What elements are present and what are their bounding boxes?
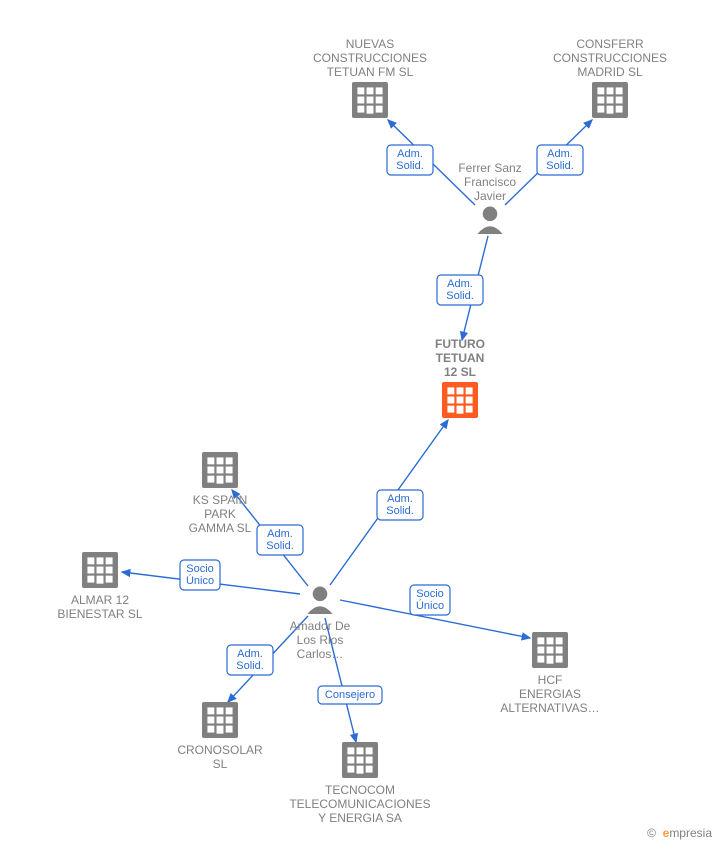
- node-label: ALMAR 12: [71, 593, 129, 607]
- node-label: TETUAN FM SL: [327, 65, 414, 79]
- node-label: TETUAN: [436, 351, 485, 365]
- edge-label-text: Solid.: [546, 160, 574, 172]
- node-almar: ALMAR 12BIENESTAR SL: [57, 552, 142, 621]
- edge-label-text: Adm.: [267, 528, 293, 540]
- edge-label-text: Adm.: [547, 148, 573, 160]
- node-label: 12 SL: [444, 365, 476, 379]
- node-ksspain: KS SPAINPARKGAMMA SL: [189, 452, 252, 535]
- edge-label-text: Socio: [416, 588, 444, 600]
- edge-label-text: Adm.: [447, 278, 473, 290]
- node-futuro: FUTUROTETUAN12 SL: [435, 337, 485, 418]
- node-label: KS SPAIN: [193, 493, 247, 507]
- edge-label-text: Socio: [186, 563, 214, 575]
- node-label: Carlos…: [297, 647, 344, 661]
- node-label: CONSTRUCCIONES: [313, 51, 427, 65]
- node-label: Los Rios: [297, 633, 344, 647]
- node-label: FUTURO: [435, 337, 485, 351]
- node-consferr: CONSFERRCONSTRUCCIONESMADRID SL: [553, 37, 667, 118]
- node-tecnocom: TECNOCOMTELECOMUNICACIONESY ENERGIA SA: [289, 742, 430, 825]
- node-label: Ferrer Sanz: [458, 161, 521, 175]
- node-label: ALTERNATIVAS…: [500, 701, 599, 715]
- diagram-stage: { "canvas": { "width": 728, "height": 85…: [0, 0, 728, 850]
- node-label: BIENESTAR SL: [57, 607, 142, 621]
- copyright-symbol: ©: [647, 826, 656, 840]
- node-label: Javier: [474, 189, 506, 203]
- brand-rest: mpresia: [669, 826, 712, 840]
- footer-credit: © empresia: [647, 826, 712, 840]
- edge-label-text: Solid.: [266, 540, 294, 552]
- edge-label-text: Consejero: [325, 689, 375, 701]
- edge-label-text: Solid.: [446, 290, 474, 302]
- node-label: Francisco: [464, 175, 516, 189]
- node-hcf: HCFENERGIASALTERNATIVAS…: [500, 632, 599, 715]
- node-label: Y ENERGIA SA: [318, 811, 402, 825]
- node-label: CONSTRUCCIONES: [553, 51, 667, 65]
- edge-label-text: Solid.: [396, 160, 424, 172]
- edge-label-text: Único: [416, 599, 444, 612]
- edge-label-text: Solid.: [236, 660, 264, 672]
- node-label: TECNOCOM: [325, 783, 395, 797]
- node-label: CRONOSOLAR: [177, 743, 263, 757]
- node-label: HCF: [538, 673, 563, 687]
- node-label: NUEVAS: [346, 37, 394, 51]
- edge-label-text: Adm.: [387, 493, 413, 505]
- node-cronosolar: CRONOSOLARSL: [177, 702, 263, 771]
- network-diagram: Adm.Solid.Adm.Solid.Adm.Solid.Adm.Solid.…: [0, 0, 728, 850]
- node-label: CONSFERR: [576, 37, 644, 51]
- node-label: TELECOMUNICACIONES: [289, 797, 430, 811]
- node-label: SL: [213, 757, 228, 771]
- node-amador: Amador DeLos RiosCarlos…: [290, 587, 351, 661]
- node-label: GAMMA SL: [189, 521, 252, 535]
- edge-label-text: Adm.: [237, 648, 263, 660]
- node-nuevas: NUEVASCONSTRUCCIONESTETUAN FM SL: [313, 37, 427, 118]
- edge-label-text: Solid.: [386, 505, 414, 517]
- node-label: ENERGIAS: [519, 687, 581, 701]
- node-label: PARK: [204, 507, 236, 521]
- edge-label-text: Adm.: [397, 148, 423, 160]
- node-label: MADRID SL: [577, 65, 643, 79]
- node-label: Amador De: [290, 619, 351, 633]
- edge-label-text: Único: [186, 574, 214, 587]
